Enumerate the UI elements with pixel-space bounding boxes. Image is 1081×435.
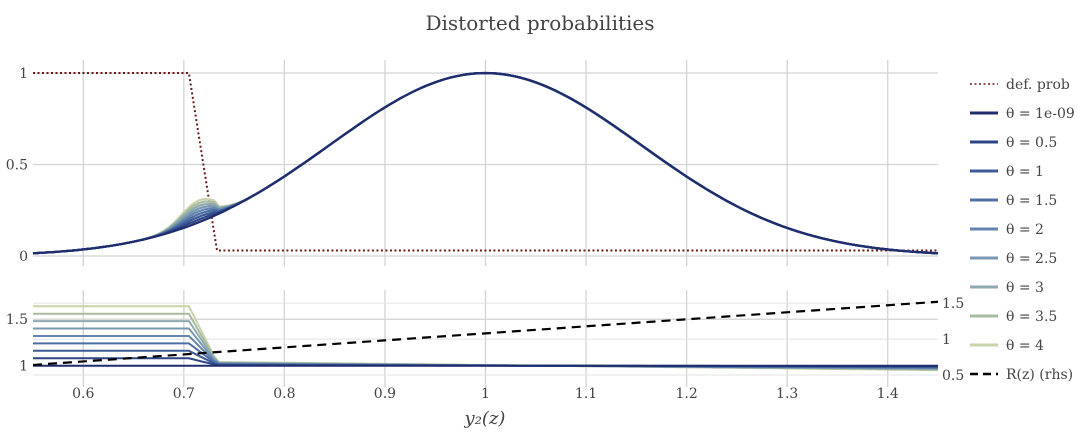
x-tick-label: 1.1: [575, 386, 597, 402]
x-tick-label: 0.6: [72, 386, 94, 402]
x-tick-label: 1.4: [877, 386, 899, 402]
x-tick-label: 0.8: [273, 386, 295, 402]
top-y-tick-label: 1: [19, 66, 28, 82]
bottom-right-y-tick-label: 1: [942, 332, 951, 348]
rz-rhs-line: [32, 300, 939, 367]
bottom-left-y-tick-label: 1: [19, 359, 28, 375]
legend-label-theta-1.5: θ = 1.5: [1006, 193, 1057, 209]
axis-ticks: 0 0.5 1 1 1.5 0.5 1 1.5 0.6 0.7 0.8 0.9 1 1.1 1.2 1.3 1.…: [6, 66, 965, 402]
x-axis-label: y₂(z): [464, 408, 506, 429]
legend-label-theta-1e-09: θ = 1e-09: [1006, 106, 1075, 122]
x-tick-label: 0.7: [173, 386, 195, 402]
legend-label-theta-4: θ = 4: [1006, 338, 1044, 354]
chart-title: Distorted probabilities: [425, 11, 654, 35]
x-tick-label: 1: [481, 386, 490, 402]
bottom-panel-series: [32, 300, 939, 372]
density-line-theta-1e-09: [32, 71, 939, 255]
legend-label-theta-3.5: θ = 3.5: [1006, 309, 1057, 325]
legend-label-theta-2: θ = 2: [1006, 222, 1044, 238]
top-panel-grid: [33, 60, 938, 266]
bottom-right-y-tick-label: 1.5: [942, 296, 964, 312]
legend-label-theta-3: θ = 3: [1006, 280, 1044, 296]
bottom-panel-grid: [33, 290, 938, 387]
top-y-tick-label: 0: [19, 249, 28, 265]
def-prob-line: [33, 72, 938, 252]
legend-label-theta-1: θ = 1: [1006, 164, 1044, 180]
legend-label-theta-2.5: θ = 2.5: [1006, 251, 1057, 267]
bottom-left-y-tick-label: 1.5: [6, 312, 28, 328]
x-tick-label: 0.9: [374, 386, 396, 402]
top-panel-series: [32, 71, 939, 255]
legend-label-theta-0.5: θ = 0.5: [1006, 135, 1057, 151]
top-y-tick-label: 0.5: [6, 158, 28, 174]
legend-label-rz-rhs: R(z) (rhs): [1006, 367, 1073, 383]
legend: def. prob θ = 1e-09 θ = 0.5 θ = 1 θ = 1.5 θ =…: [970, 77, 1075, 383]
x-tick-label: 1.3: [776, 386, 798, 402]
x-tick-label: 1.2: [675, 386, 697, 402]
bottom-right-y-tick-label: 0.5: [942, 368, 964, 384]
legend-label-def-prob: def. prob: [1006, 77, 1070, 93]
